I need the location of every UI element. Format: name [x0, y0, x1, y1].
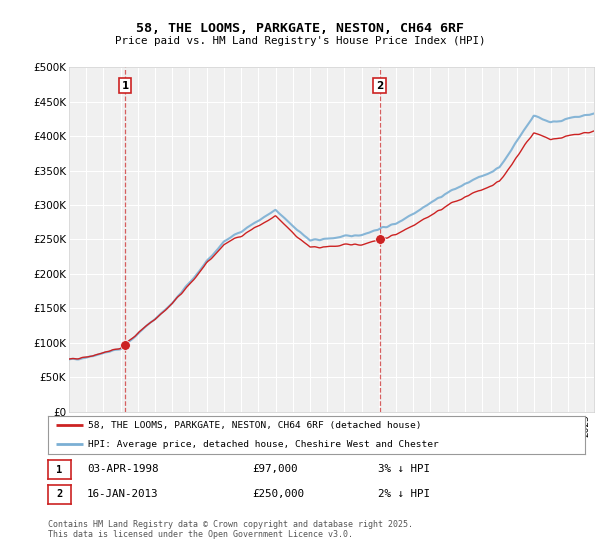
Text: 16-JAN-2013: 16-JAN-2013 [87, 489, 158, 499]
Text: HPI: Average price, detached house, Cheshire West and Chester: HPI: Average price, detached house, Ches… [88, 440, 439, 449]
Text: 2% ↓ HPI: 2% ↓ HPI [378, 489, 430, 499]
Text: £250,000: £250,000 [252, 489, 304, 499]
Text: 58, THE LOOMS, PARKGATE, NESTON, CH64 6RF: 58, THE LOOMS, PARKGATE, NESTON, CH64 6R… [136, 22, 464, 35]
Text: Contains HM Land Registry data © Crown copyright and database right 2025.
This d: Contains HM Land Registry data © Crown c… [48, 520, 413, 539]
Text: 03-APR-1998: 03-APR-1998 [87, 464, 158, 474]
Text: £97,000: £97,000 [252, 464, 298, 474]
Text: 1: 1 [121, 81, 128, 91]
Text: 58, THE LOOMS, PARKGATE, NESTON, CH64 6RF (detached house): 58, THE LOOMS, PARKGATE, NESTON, CH64 6R… [88, 421, 422, 430]
Text: 1: 1 [56, 465, 62, 475]
Text: 2: 2 [56, 489, 62, 500]
Text: 3% ↓ HPI: 3% ↓ HPI [378, 464, 430, 474]
Text: Price paid vs. HM Land Registry's House Price Index (HPI): Price paid vs. HM Land Registry's House … [115, 36, 485, 46]
Text: 2: 2 [376, 81, 383, 91]
